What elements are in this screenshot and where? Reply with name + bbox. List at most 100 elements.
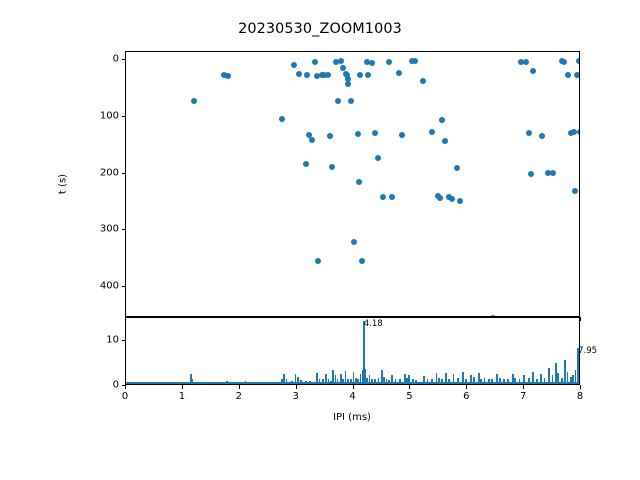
scatter-point: [329, 163, 336, 170]
hist-x-tick-mark: [238, 385, 240, 389]
scatter-point: [303, 71, 310, 78]
histogram-bar: [327, 379, 330, 384]
scatter-point: [345, 80, 352, 87]
histogram-bar: [281, 379, 283, 384]
scatter-point: [363, 58, 370, 65]
histogram-bar: [480, 378, 482, 384]
hist-x-tick-label: 5: [406, 391, 413, 402]
histogram-bar: [514, 377, 516, 384]
hist-x-tick-label: 7: [519, 391, 527, 402]
scatter-point: [529, 67, 536, 74]
histogram-bar: [318, 378, 321, 384]
histogram-bar: [564, 360, 566, 384]
histogram-bar: [332, 369, 334, 384]
histogram-bar: [257, 381, 259, 384]
scatter-point: [335, 97, 342, 104]
hist-x-tick-label: 2: [235, 391, 242, 402]
hist-x-tick-mark: [580, 385, 581, 389]
histogram-bar: [357, 379, 359, 384]
histogram-bar: [557, 373, 560, 384]
scatter-point: [296, 70, 303, 77]
y-tick-label: 300: [99, 223, 119, 235]
figure-title: 20230530_ZOOM1003: [238, 21, 402, 37]
histogram-bar: [347, 378, 349, 384]
scatter-point: [278, 115, 285, 122]
y-tick-mark: [121, 285, 125, 287]
y-tick-label: 400: [99, 280, 119, 292]
scatter-point: [356, 179, 363, 186]
hist-y-tick-label: 0: [112, 379, 119, 391]
scatter-point: [350, 238, 357, 245]
histogram-bar: [507, 378, 510, 384]
histogram-bar: [469, 374, 472, 384]
histogram-bar: [344, 371, 347, 384]
scatter-point: [574, 72, 579, 79]
scatter-point: [527, 170, 534, 177]
hist-x-tick-mark: [295, 385, 297, 389]
scatter-point: [428, 129, 435, 136]
scatter-point: [525, 129, 532, 136]
scatter-point: [324, 71, 331, 78]
histogram-bar: [213, 381, 216, 384]
scatter-point: [565, 71, 572, 78]
hist-x-tick-mark: [523, 385, 525, 389]
hist-x-tick-label: 4: [349, 391, 356, 402]
scatter-point: [372, 129, 379, 136]
histogram-bar: [321, 379, 324, 384]
histogram-bar: [403, 374, 406, 384]
histogram-bar: [391, 374, 394, 384]
histogram-bar: [441, 379, 444, 384]
histogram-bar: [190, 374, 192, 384]
scatter-point: [576, 129, 579, 136]
hist-y-tick-mark: [121, 385, 125, 386]
scatter-point: [545, 170, 551, 177]
scatter-point: [448, 196, 455, 203]
scatter-point: [439, 116, 446, 123]
scatter-point: [523, 59, 530, 66]
ipi-histogram-axes: [125, 317, 580, 385]
scatter-point: [389, 193, 396, 200]
histogram-bar: [411, 378, 414, 384]
scatter-point: [321, 72, 328, 79]
histogram-bar: [457, 377, 460, 384]
scatter-point: [343, 72, 350, 79]
scatter-point: [539, 132, 546, 139]
histogram-bar: [342, 379, 345, 384]
scatter-point: [386, 59, 393, 66]
histogram-bar: [566, 372, 569, 384]
hist-x-tick-label: 0: [121, 391, 129, 402]
scatter-point: [224, 72, 231, 79]
hist-x-tick-mark: [181, 385, 183, 389]
y-tick-mark: [121, 229, 125, 231]
histogram-bar: [381, 370, 383, 384]
scatter-point: [441, 137, 448, 144]
scatter-point: [380, 194, 387, 201]
scatter-points-layer: [126, 52, 579, 316]
histogram-bar: [350, 378, 353, 384]
hist-x-tick-label: 3: [292, 391, 299, 402]
histogram-bar: [548, 367, 551, 384]
scatter-point: [314, 258, 321, 265]
scatter-point: [369, 60, 376, 67]
histogram-bar: [294, 374, 297, 384]
histogram-bar: [535, 378, 538, 384]
histogram-bar: [465, 378, 467, 384]
histogram-bar: [334, 374, 337, 384]
histogram-bar: [296, 376, 299, 384]
histogram-bar: [191, 379, 194, 384]
x-tick-mark: [580, 317, 581, 321]
histogram-bar: [473, 377, 475, 384]
histogram-bar: [543, 377, 546, 384]
histogram-bar: [361, 370, 364, 384]
histogram-bar: [406, 377, 408, 384]
peak-annotation-label: 7.95: [578, 345, 598, 356]
scatter-point: [560, 58, 567, 65]
scatter-point: [190, 98, 197, 105]
peak-annotation-label: 4.18: [363, 318, 383, 329]
histogram-bar: [431, 378, 433, 384]
scatter-point: [302, 161, 309, 168]
histogram-bar: [435, 373, 438, 384]
y-tick-label: 100: [99, 110, 119, 122]
histogram-bar: [574, 370, 577, 384]
y-tick-mark: [121, 59, 125, 61]
